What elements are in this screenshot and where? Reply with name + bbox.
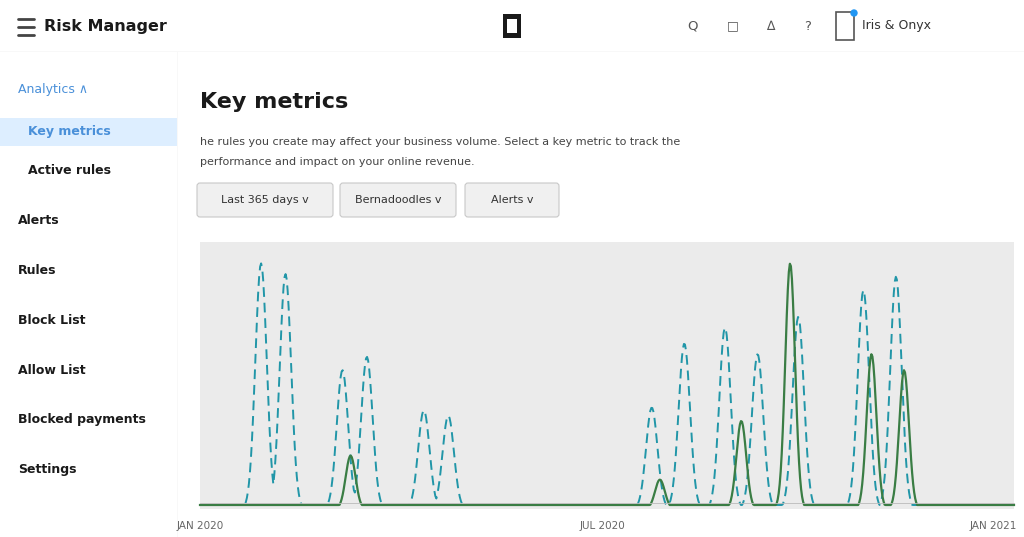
Text: Iris & Onyx: Iris & Onyx: [862, 19, 931, 33]
Text: Q: Q: [688, 19, 698, 33]
Text: Bernadoodles v: Bernadoodles v: [354, 195, 441, 205]
Text: Key metrics: Key metrics: [200, 92, 348, 112]
Bar: [836, 12, 854, 40]
Text: Alerts v: Alerts v: [490, 195, 534, 205]
Text: Rules: Rules: [18, 264, 56, 277]
Text: Active rules: Active rules: [28, 163, 111, 177]
Text: he rules you create may affect your business volume. Select a key metric to trac: he rules you create may affect your busi…: [200, 137, 680, 147]
Text: ?: ?: [805, 19, 811, 33]
Circle shape: [851, 10, 857, 16]
Bar: [507, 19, 517, 33]
Bar: [0, 118, 177, 146]
Text: Key metrics: Key metrics: [28, 126, 111, 139]
FancyBboxPatch shape: [340, 183, 456, 217]
Bar: [503, 14, 521, 38]
Text: Risk Manager: Risk Manager: [44, 18, 167, 33]
FancyBboxPatch shape: [465, 183, 559, 217]
Bar: [200, 242, 1014, 509]
Text: □: □: [727, 19, 739, 33]
Text: Blocked payments: Blocked payments: [18, 413, 145, 426]
Text: Alerts: Alerts: [18, 214, 59, 227]
FancyBboxPatch shape: [197, 183, 333, 217]
Text: JUL 2020: JUL 2020: [580, 521, 626, 531]
Text: Analytics ∧: Analytics ∧: [18, 83, 88, 97]
Text: JAN 2021: JAN 2021: [970, 521, 1017, 531]
Text: Settings: Settings: [18, 463, 77, 476]
Text: Block List: Block List: [18, 314, 85, 326]
Text: Allow List: Allow List: [18, 364, 86, 376]
Text: performance and impact on your online revenue.: performance and impact on your online re…: [200, 157, 475, 167]
Text: Last 365 days v: Last 365 days v: [221, 195, 309, 205]
Text: JAN 2020: JAN 2020: [176, 521, 223, 531]
Text: ∆: ∆: [766, 19, 774, 33]
